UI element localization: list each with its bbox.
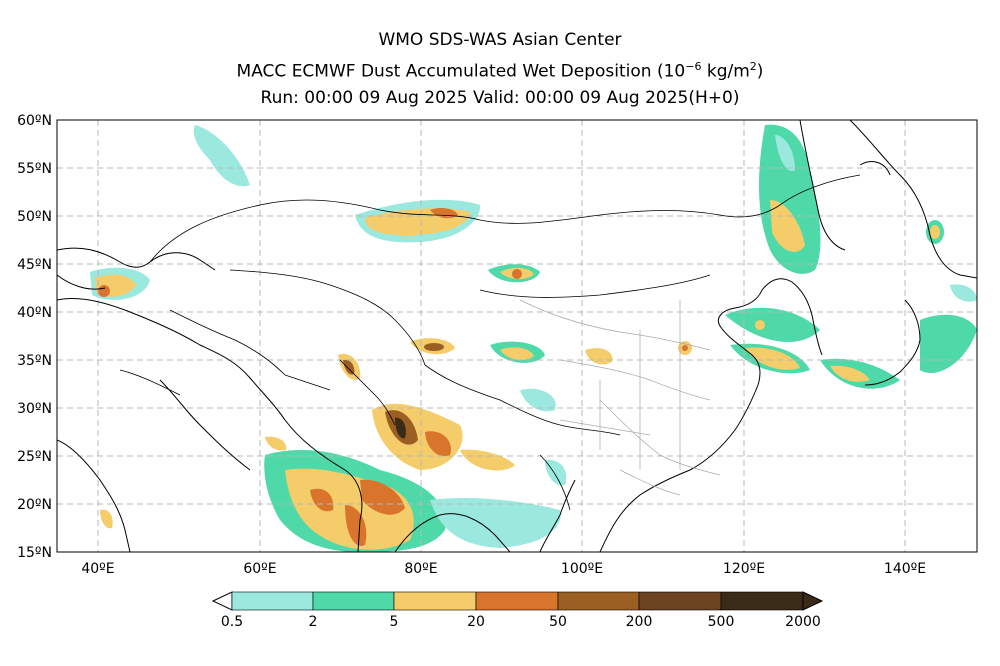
- colorbar-label: 0.5: [220, 614, 244, 630]
- deposition-area: [500, 347, 534, 361]
- lat-label: 45ºN: [17, 257, 52, 273]
- colorbar-label: 5: [389, 614, 399, 630]
- lat-label: 55ºN: [17, 161, 52, 177]
- deposition-area: [755, 320, 765, 330]
- deposition-area: [100, 509, 113, 529]
- lat-label: 20ºN: [17, 497, 52, 513]
- colorbar-segment: [312, 591, 395, 611]
- unit-exp2: 2: [749, 60, 757, 73]
- deposition-area: [920, 314, 977, 374]
- lat-label: 60ºN: [17, 113, 52, 129]
- lon-label: 100ºE: [561, 561, 603, 577]
- deposition-area: [425, 431, 451, 457]
- colorbar-segment: [638, 591, 722, 611]
- colorbar-label: 20: [467, 614, 485, 630]
- unit-mid: kg/m: [701, 61, 750, 82]
- lon-label: 120ºE: [723, 561, 765, 577]
- title-main: MACC ECMWF Dust Accumulated Wet Depositi…: [236, 61, 652, 82]
- coastlines: [57, 120, 977, 552]
- colorbar-label: 500: [707, 614, 735, 630]
- colorbar-high-arrow: [802, 591, 824, 611]
- deposition-area: [193, 125, 250, 187]
- colorbar-segment: [557, 591, 640, 611]
- deposition-area: [830, 365, 870, 382]
- lat-label: 25ºN: [17, 449, 52, 465]
- colorbar-segment: [720, 591, 804, 611]
- province-lines: [519, 299, 721, 496]
- deposition-area: [745, 347, 800, 370]
- lat-label: 30ºN: [17, 401, 52, 417]
- lon-labels: 40ºE 60ºE 80ºE 100ºE 120ºE 140ºE: [81, 561, 926, 577]
- deposition-area: [98, 285, 110, 297]
- lat-label: 50ºN: [17, 209, 52, 225]
- title-line-1: WMO SDS-WAS Asian Center: [378, 30, 622, 50]
- deposition-area: [430, 498, 561, 548]
- lat-label: 40ºN: [17, 305, 52, 321]
- map-border: [56, 119, 978, 553]
- deposition-area: [310, 488, 334, 512]
- lon-label: 140ºE: [884, 561, 926, 577]
- lon-label: 60ºE: [243, 561, 276, 577]
- map-frame: [57, 120, 977, 552]
- lat-label: 15ºN: [17, 545, 52, 561]
- lat-label: 35ºN: [17, 353, 52, 369]
- deposition-areas: [90, 124, 977, 552]
- colorbar-label: 2000: [785, 614, 821, 630]
- deposition-area: [265, 436, 287, 451]
- colorbar: [211, 591, 824, 611]
- title-line-3: Run: 00:00 09 Aug 2025 Valid: 00:00 09 A…: [260, 88, 740, 108]
- deposition-area: [360, 479, 405, 515]
- colorbar-low-arrow: [211, 591, 233, 611]
- colorbar-label: 2: [308, 614, 318, 630]
- title-line-2: MACC ECMWF Dust Accumulated Wet Depositi…: [0, 60, 1000, 82]
- deposition-area: [775, 135, 795, 171]
- unit-prefix: (10: [656, 61, 686, 82]
- borders: [119, 174, 861, 511]
- deposition-area: [770, 200, 805, 252]
- deposition-area: [512, 269, 522, 279]
- deposition-area: [950, 284, 977, 302]
- deposition-area: [725, 307, 820, 342]
- colorbar-segment: [231, 591, 314, 611]
- deposition-area: [424, 343, 444, 351]
- unit-exp: −6: [685, 60, 702, 73]
- unit-suffix: ): [756, 61, 764, 82]
- deposition-area: [682, 345, 688, 351]
- colorbar-label: 50: [549, 614, 567, 630]
- deposition-area: [343, 359, 355, 375]
- deposition-area: [395, 417, 406, 439]
- colorbar-label: 200: [625, 614, 653, 630]
- deposition-area: [545, 459, 567, 486]
- lat-labels: 60ºN 55ºN 50ºN 45ºN 40ºN 35ºN 30ºN 25ºN …: [17, 113, 52, 561]
- lon-label: 40ºE: [81, 561, 114, 577]
- colorbar-segment: [475, 591, 559, 611]
- deposition-area: [460, 449, 515, 471]
- deposition-area: [930, 225, 940, 239]
- deposition-area: [520, 388, 556, 412]
- colorbar-segment: [393, 591, 477, 611]
- lon-label: 80ºE: [404, 561, 437, 577]
